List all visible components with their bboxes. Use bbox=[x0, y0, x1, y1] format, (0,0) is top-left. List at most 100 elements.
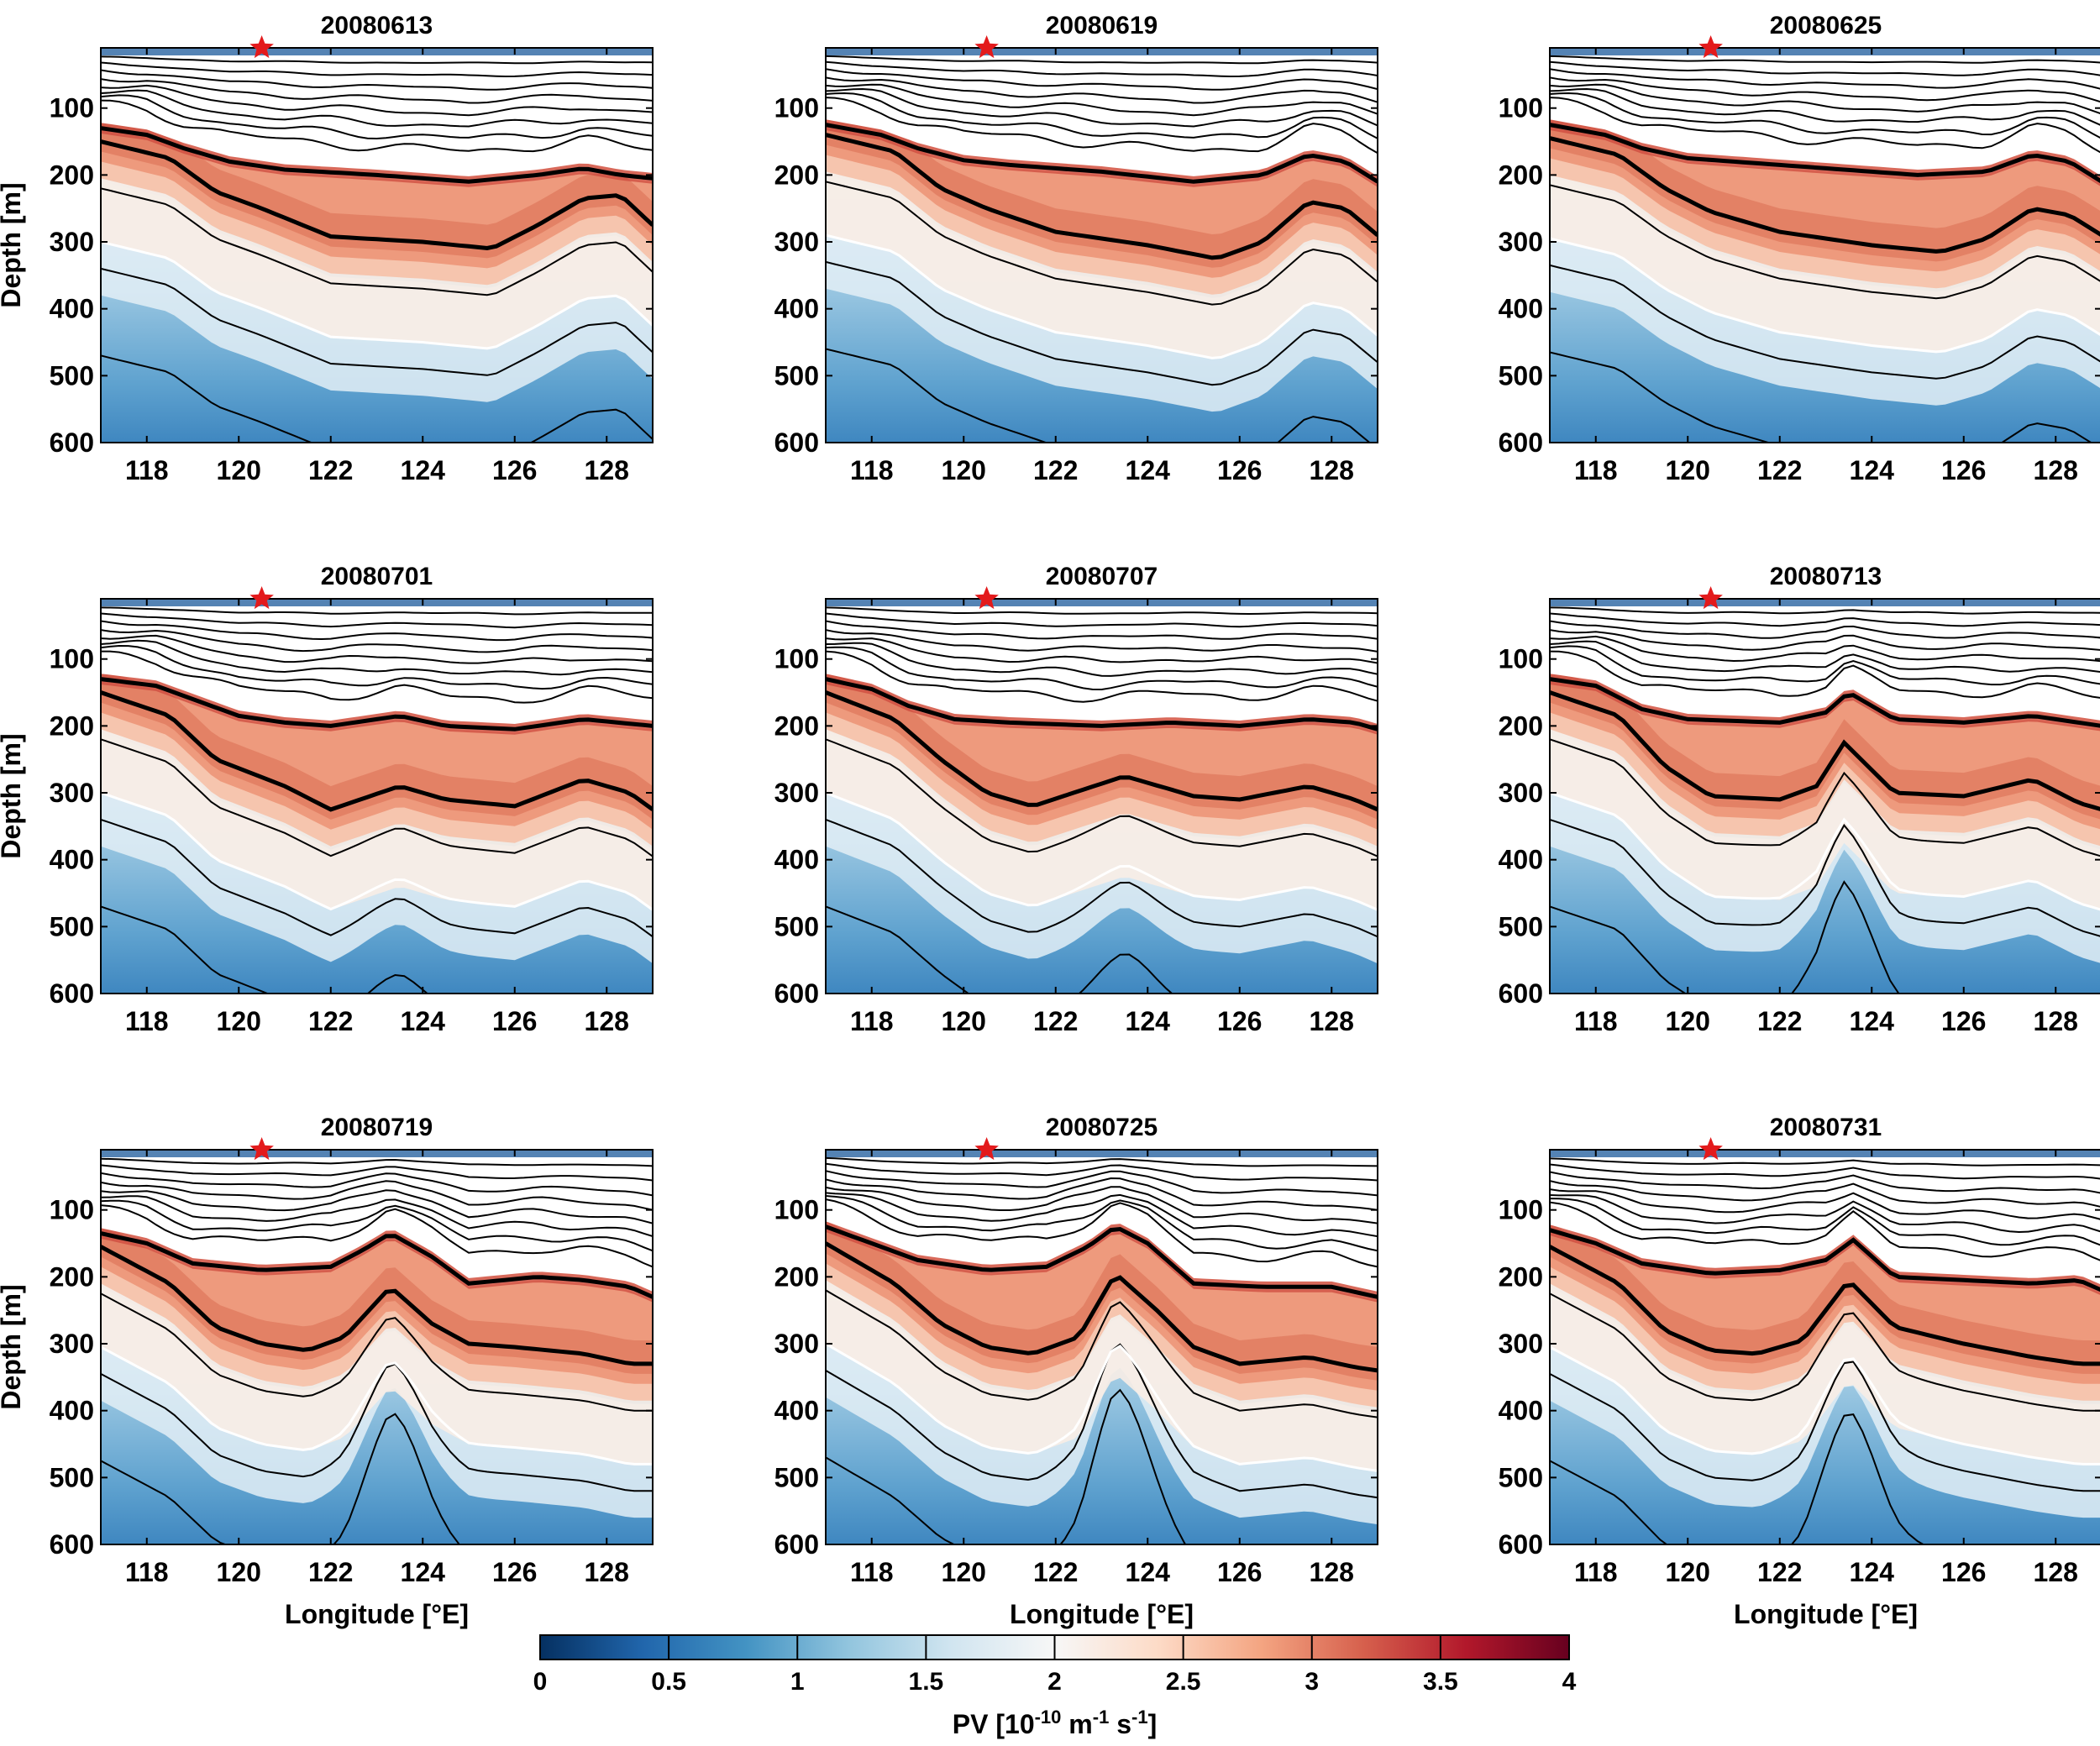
y-tick-label: 100 bbox=[1499, 93, 1543, 123]
y-tick-label: 200 bbox=[1499, 1261, 1543, 1292]
y-axis-label: Depth [m] bbox=[0, 1284, 26, 1409]
x-axis-label: Longitude [°E] bbox=[285, 1599, 469, 1629]
colorbar-tick: 3.5 bbox=[1423, 1668, 1458, 1696]
y-tick-label: 300 bbox=[1499, 227, 1543, 257]
x-tick-label: 128 bbox=[2034, 1557, 2078, 1587]
y-tick-label: 600 bbox=[1499, 978, 1543, 1009]
x-tick-label: 120 bbox=[1666, 1006, 1710, 1036]
x-tick-label: 120 bbox=[1666, 1557, 1710, 1587]
colorbar-tick: 0.5 bbox=[651, 1668, 686, 1696]
panel-frame bbox=[1549, 1149, 2100, 1545]
isopycnal-upper bbox=[826, 1224, 1378, 1299]
pv-field bbox=[101, 48, 653, 443]
y-tick-label: 300 bbox=[50, 778, 94, 808]
y-tick-label: 600 bbox=[1499, 1529, 1543, 1560]
y-tick-label: 500 bbox=[774, 1462, 819, 1492]
y-axis-label: Depth [m] bbox=[0, 182, 26, 307]
panel-20080613: 20080613 100 200 300 400 500 600 118 120 122 124 12… bbox=[0, 12, 654, 485]
pv-field bbox=[826, 1150, 1378, 1544]
panel-frame bbox=[825, 47, 1378, 443]
y-tick-label: 600 bbox=[50, 1529, 94, 1560]
x-tick-label: 122 bbox=[1033, 1557, 1078, 1587]
x-axis-label: Longitude [°E] bbox=[1010, 1599, 1194, 1629]
x-tick-label: 120 bbox=[942, 1557, 986, 1587]
colorbar-tick: 4 bbox=[1562, 1668, 1577, 1696]
y-tick-label: 500 bbox=[50, 911, 94, 941]
y-tick-label: 600 bbox=[50, 978, 94, 1009]
isopycnal-upper bbox=[826, 123, 1378, 184]
pv-field bbox=[1550, 599, 2100, 994]
x-tick-label: 126 bbox=[1941, 1006, 1986, 1036]
panel-title: 20080707 bbox=[1046, 563, 1158, 590]
y-tick-label: 500 bbox=[774, 360, 819, 391]
isopycnal-lower bbox=[1550, 136, 2100, 254]
pv-field bbox=[101, 1150, 653, 1544]
y-tick-label: 300 bbox=[50, 1329, 94, 1359]
colorbar-label: PV [10-10 m-1 s-1] bbox=[953, 1707, 1157, 1740]
y-tick-label: 100 bbox=[774, 1195, 819, 1225]
y-tick-label: 100 bbox=[774, 644, 819, 674]
y-tick-label: 600 bbox=[774, 1529, 819, 1560]
x-tick-label: 122 bbox=[308, 455, 353, 485]
y-tick-label: 300 bbox=[1499, 1329, 1543, 1359]
colorbar-tick: 3 bbox=[1305, 1668, 1319, 1696]
x-tick-label: 126 bbox=[492, 1557, 537, 1587]
y-tick-label: 300 bbox=[774, 1329, 819, 1359]
star-marker bbox=[974, 586, 999, 610]
isopycnal-lower bbox=[101, 690, 653, 812]
y-tick-label: 500 bbox=[774, 911, 819, 941]
star-marker bbox=[249, 35, 274, 59]
y-tick-label: 200 bbox=[50, 160, 94, 190]
y-tick-label: 500 bbox=[1499, 911, 1543, 941]
panel-20080725: 20080725 100 200 300 400 500 600 118 120 122 124 12… bbox=[774, 1114, 1378, 1629]
x-tick-label: 124 bbox=[1850, 455, 1895, 485]
colorbar-tick: 1 bbox=[790, 1668, 805, 1696]
x-tick-label: 124 bbox=[1126, 1557, 1171, 1587]
y-tick-label: 400 bbox=[774, 1396, 819, 1426]
colorbar: 0 0.5 1 1.5 2 2.5 3 3.5 4 PV [10-10 m-1 s-1] bbox=[533, 1634, 1577, 1740]
x-tick-label: 122 bbox=[1757, 455, 1802, 485]
y-tick-label: 200 bbox=[50, 710, 94, 741]
pv-field bbox=[826, 48, 1378, 443]
pv-field bbox=[826, 599, 1378, 994]
x-tick-label: 128 bbox=[585, 1557, 629, 1587]
x-tick-label: 124 bbox=[1126, 455, 1171, 485]
panel-20080701: 20080701 100 200 300 400 500 600 118 120 122 124 12… bbox=[0, 563, 654, 1036]
isopycnal-upper bbox=[101, 1231, 653, 1299]
y-tick-label: 500 bbox=[50, 1462, 94, 1492]
x-tick-label: 122 bbox=[1757, 1557, 1802, 1587]
y-axis-label: Depth [m] bbox=[0, 733, 26, 858]
isopycnal-upper bbox=[1550, 1228, 2100, 1292]
isopycnal-lower bbox=[826, 1241, 1378, 1373]
panel-20080713: 20080713 100 200 300 400 500 600 118 120 122 124 12… bbox=[1499, 563, 2100, 1036]
isopycnal-lower bbox=[101, 1245, 653, 1366]
y-tick-label: 200 bbox=[1499, 710, 1543, 741]
x-tick-label: 118 bbox=[850, 1006, 894, 1036]
isopycnal-upper bbox=[101, 126, 653, 184]
y-tick-label: 100 bbox=[50, 644, 94, 674]
panel-title: 20080713 bbox=[1770, 563, 1882, 590]
colorbar-tick: 2.5 bbox=[1166, 1668, 1201, 1696]
isopycnal-upper bbox=[1550, 123, 2100, 183]
x-tick-label: 126 bbox=[1941, 1557, 1986, 1587]
y-tick-label: 600 bbox=[1499, 427, 1543, 458]
star-marker bbox=[974, 35, 999, 59]
x-tick-label: 122 bbox=[308, 1006, 353, 1036]
y-tick-label: 200 bbox=[774, 160, 819, 190]
star-marker bbox=[249, 1137, 274, 1161]
panel-20080731: 20080731 100 200 300 400 500 600 118 120 122 124 12… bbox=[1499, 1114, 2100, 1629]
x-tick-label: 124 bbox=[1850, 1006, 1895, 1036]
panel-title: 20080701 bbox=[321, 563, 433, 590]
y-tick-label: 400 bbox=[1499, 1396, 1543, 1426]
y-tick-label: 100 bbox=[50, 1195, 94, 1225]
x-tick-label: 128 bbox=[585, 455, 629, 485]
x-tick-label: 118 bbox=[850, 455, 894, 485]
colorbar-tick: 2 bbox=[1047, 1668, 1062, 1696]
y-tick-label: 400 bbox=[50, 1396, 94, 1426]
x-tick-label: 126 bbox=[1217, 1557, 1262, 1587]
panel-frame bbox=[1549, 47, 2100, 443]
x-tick-label: 128 bbox=[1310, 1557, 1354, 1587]
panel-title: 20080725 bbox=[1046, 1114, 1158, 1141]
y-tick-label: 400 bbox=[1499, 294, 1543, 324]
x-tick-label: 124 bbox=[401, 455, 446, 485]
